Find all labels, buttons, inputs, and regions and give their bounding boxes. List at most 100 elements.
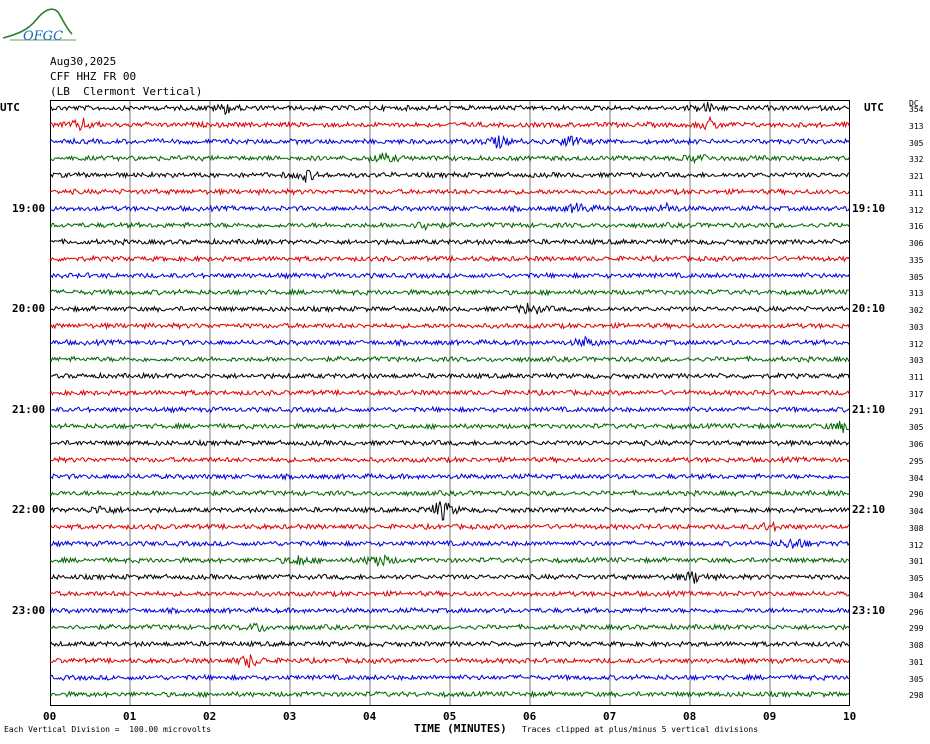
- ofgc-logo: OFGC: [2, 8, 76, 44]
- plot-frame: [50, 100, 850, 706]
- hour-label-right: 23:10: [852, 603, 886, 617]
- dc-offset-label: 296: [909, 607, 924, 617]
- dc-offset-label: 306: [909, 239, 924, 248]
- dc-offset-label: 354: [909, 105, 924, 114]
- dc-offset-label: 295: [909, 456, 924, 466]
- dc-offset-label: 301: [909, 557, 924, 567]
- hour-label-left: 19:00: [12, 201, 46, 215]
- x-tick-06: 06: [523, 710, 537, 723]
- utc-right-label: UTC: [864, 101, 884, 114]
- hour-label-left: 23:00: [12, 603, 46, 617]
- dc-offset-label: 301: [909, 657, 924, 667]
- x-tick-09: 09: [763, 710, 777, 723]
- x-tick-10: 10: [843, 710, 857, 723]
- dc-offset-label: 312: [909, 205, 924, 215]
- trace-row-12: [49, 302, 850, 315]
- dc-offset-label: 305: [909, 138, 924, 148]
- dc-offset-label: 303: [909, 322, 924, 332]
- trace-row-35: [49, 689, 850, 699]
- trace-row-15: [49, 355, 850, 364]
- x-tick-02: 02: [203, 710, 217, 723]
- dc-offset-label: 308: [909, 523, 924, 533]
- x-tick-04: 04: [363, 710, 377, 723]
- x-tick-03: 03: [283, 710, 297, 723]
- header-date: Aug30,2025: [50, 55, 117, 68]
- x-axis-label: TIME (MINUTES): [414, 722, 507, 735]
- header-station: CFF HHZ FR 00: [50, 70, 137, 83]
- dc-offset-label: 311: [909, 373, 924, 382]
- dc-offset-label: 312: [909, 540, 924, 550]
- trace-row-22: [49, 472, 850, 482]
- x-tick-07: 07: [603, 710, 617, 723]
- dc-offset-label: 305: [909, 423, 924, 433]
- dc-header: DC: [909, 99, 919, 108]
- hour-label-right: 22:10: [852, 503, 886, 516]
- dc-offset-label: 304: [909, 590, 924, 600]
- trace-row-16: [49, 371, 850, 380]
- trace-row-24: [49, 501, 850, 521]
- hour-label-right: 19:10: [852, 201, 886, 215]
- trace-row-34: [49, 672, 850, 682]
- dc-offset-label: 304: [909, 507, 924, 516]
- trace-row-4: [49, 169, 850, 183]
- x-tick-00: 00: [43, 710, 57, 723]
- hour-label-right: 20:10: [852, 302, 886, 315]
- dc-offset-label: 313: [909, 121, 924, 131]
- dc-offset-label: 302: [909, 306, 924, 315]
- dc-offset-label: 313: [909, 289, 924, 299]
- trace-row-0: [49, 101, 850, 116]
- trace-row-1: [49, 115, 850, 132]
- trace-row-13: [49, 321, 850, 331]
- trace-row-32: [49, 639, 850, 649]
- x-tick-08: 08: [683, 710, 697, 723]
- trace-row-25: [49, 520, 850, 532]
- dc-offset-label: 306: [909, 440, 924, 449]
- trace-row-9: [49, 254, 850, 263]
- header-location: (LB Clermont Vertical): [50, 85, 203, 98]
- trace-row-3: [49, 152, 850, 165]
- trace-row-18: [49, 405, 850, 414]
- seismic-traces: [49, 101, 850, 699]
- trace-row-14: [49, 335, 850, 348]
- hour-label-right: 21:10: [852, 402, 886, 416]
- dc-offset-label: 335: [909, 255, 924, 265]
- trace-row-26: [49, 538, 850, 549]
- footer-scale: Each Vertical Division = 100.00 microvol…: [4, 725, 212, 734]
- trace-row-29: [49, 589, 850, 598]
- trace-row-8: [49, 237, 850, 246]
- trace-row-17: [49, 388, 850, 397]
- trace-row-20: [49, 438, 850, 448]
- trace-row-5: [49, 187, 850, 197]
- trace-row-28: [49, 571, 850, 584]
- dc-offset-label: 311: [909, 188, 924, 198]
- dc-offset-label: 303: [909, 356, 924, 366]
- trace-row-2: [49, 135, 850, 150]
- logo-text: OFGC: [23, 29, 63, 44]
- trace-row-31: [49, 622, 850, 633]
- dc-offset-label: 317: [909, 389, 924, 399]
- dc-offset-label: 305: [909, 574, 924, 583]
- trace-row-21: [49, 455, 850, 464]
- dc-offset-label: 312: [909, 339, 924, 349]
- trace-row-30: [49, 606, 850, 616]
- x-tick-01: 01: [123, 710, 137, 723]
- dc-offset-label: 321: [909, 172, 924, 181]
- dc-offset-label: 305: [909, 674, 924, 684]
- dc-offset-label: 299: [909, 624, 924, 634]
- minute-gridlines: [129, 101, 771, 705]
- x-tick-05: 05: [443, 710, 457, 723]
- dc-offset-label: 316: [909, 222, 924, 232]
- trace-row-7: [49, 221, 850, 231]
- dc-offset-label: 305: [909, 272, 924, 282]
- utc-left-label: UTC: [0, 101, 20, 114]
- trace-row-27: [49, 554, 850, 567]
- trace-row-6: [49, 201, 850, 214]
- hour-label-left: 21:00: [12, 402, 46, 416]
- trace-row-33: [49, 654, 850, 669]
- dc-offset-label: 290: [909, 490, 924, 500]
- trace-row-23: [49, 488, 850, 498]
- trace-row-19: [49, 420, 850, 433]
- dc-offset-label: 298: [909, 691, 924, 701]
- dc-offset-label: 291: [909, 406, 924, 416]
